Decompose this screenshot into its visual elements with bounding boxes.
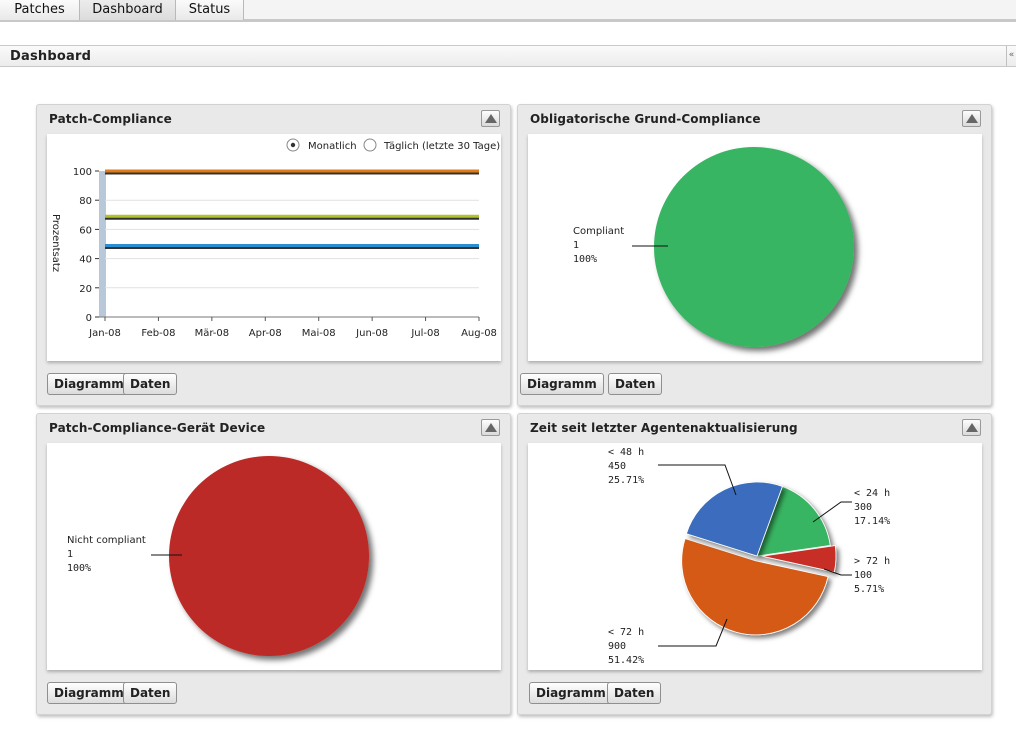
dashboard-header: Dashboard «	[0, 45, 1016, 67]
pie-chart: Compliant 1 100%	[573, 147, 854, 347]
y-tick-label: 40	[79, 255, 92, 266]
pie-chart: < 48 h 450 25.71% < 24 h 300 17.14% > 72…	[608, 447, 890, 666]
pie-slice	[756, 485, 831, 557]
panel-patch-compliance: Patch-Compliance Monatlich Täglich (letz…	[36, 104, 511, 406]
slice-label-percent: 100%	[67, 563, 91, 574]
panel-geraet-compliance: Patch-Compliance-Gerät Device Nicht comp…	[36, 413, 511, 715]
diagram-button[interactable]: Diagramm	[47, 682, 131, 704]
tab-patches[interactable]: Patches	[0, 0, 80, 20]
line-chart: Monatlich Täglich (letzte 30 Tage) Proze…	[50, 138, 500, 339]
diagram-button[interactable]: Diagramm	[529, 682, 613, 704]
radio-monthly[interactable]: Monatlich	[286, 138, 357, 152]
pie-slice	[681, 538, 829, 636]
slice-label-count: 300	[854, 502, 872, 513]
pie-slice	[761, 545, 837, 573]
collapse-panel-icon[interactable]	[962, 110, 981, 127]
radio-monthly-label: Monatlich	[308, 141, 357, 152]
tab-status[interactable]: Status	[176, 0, 244, 20]
leader-line	[823, 568, 852, 576]
panel-title: Patch-Compliance-Gerät Device	[49, 421, 266, 435]
x-tick-label: Jan-08	[88, 328, 121, 339]
leader-line	[658, 618, 728, 647]
pie-slice-compliant	[654, 147, 854, 347]
x-tick-label: Feb-08	[141, 328, 175, 339]
slice-label-name: < 72 h	[608, 627, 644, 638]
slice-label-name: Nicht compliant	[67, 535, 146, 546]
slice-label-name: Compliant	[573, 226, 624, 237]
x-tick-label: Mär-08	[195, 328, 230, 339]
x-tick-label: Mai-08	[302, 328, 336, 339]
leader-line	[658, 464, 737, 496]
chart-area: Compliant 1 100%	[528, 134, 982, 361]
page-title: Dashboard	[10, 49, 92, 64]
slice-label-percent: 17.14%	[854, 516, 890, 527]
slice-label-count: 450	[608, 461, 626, 472]
top-tab-bar: Patches Dashboard Status	[0, 0, 1016, 22]
pie-slice-nicht-compliant	[169, 456, 369, 656]
panel-grund-compliance: Obligatorische Grund-Compliance Complian…	[517, 104, 992, 406]
data-button[interactable]: Daten	[607, 682, 662, 704]
slice-label-percent: 5.71%	[854, 584, 884, 595]
y-tick-label: 80	[79, 196, 92, 207]
slice-label-percent: 25.71%	[608, 475, 644, 486]
slice-label-percent: 51.42%	[608, 655, 644, 666]
diagram-button[interactable]: Diagramm	[47, 373, 131, 395]
radio-daily[interactable]: Täglich (letzte 30 Tage)	[363, 138, 500, 152]
collapse-all-icon[interactable]: «	[1006, 46, 1016, 66]
radio-daily-circle[interactable]	[363, 138, 377, 152]
slice-label-name: < 48 h	[608, 447, 644, 458]
slice-label-count: 1	[67, 549, 73, 560]
collapse-panel-icon[interactable]	[481, 419, 500, 436]
x-tick-label: Jun-08	[355, 328, 388, 339]
collapse-panel-icon[interactable]	[481, 110, 500, 127]
slice-label-count: 100	[854, 570, 872, 581]
data-button[interactable]: Daten	[123, 682, 178, 704]
y-tick-label: 20	[79, 284, 92, 295]
tab-dashboard[interactable]: Dashboard	[80, 0, 176, 20]
x-tick-label: Jul-08	[410, 328, 439, 339]
data-button[interactable]: Daten	[123, 373, 178, 395]
panel-agent-update: Zeit seit letzter Agentenaktualisierung …	[517, 413, 992, 715]
chart-area: Monatlich Täglich (letzte 30 Tage) Proze…	[47, 134, 501, 361]
pie-chart: Nicht compliant 1 100%	[67, 456, 369, 656]
slice-label-count: 1	[573, 240, 579, 251]
y-tick-label: 100	[73, 167, 92, 178]
y-axis-band	[99, 171, 106, 317]
collapse-panel-icon[interactable]	[962, 419, 981, 436]
panel-title: Zeit seit letzter Agentenaktualisierung	[530, 421, 798, 435]
data-button[interactable]: Daten	[608, 373, 663, 395]
chart-area: Nicht compliant 1 100%	[47, 443, 501, 670]
slice-label-name: > 72 h	[854, 556, 890, 567]
slice-label-count: 900	[608, 641, 626, 652]
diagram-button[interactable]: Diagramm	[520, 373, 604, 395]
pie-slice	[685, 481, 783, 557]
slice-label-name: < 24 h	[854, 488, 890, 499]
y-axis-label: Prozentsatz	[50, 214, 61, 272]
y-tick-label: 60	[79, 225, 92, 236]
panel-title: Patch-Compliance	[49, 112, 172, 126]
y-tick-label: 0	[86, 313, 92, 324]
x-tick-label: Aug-08	[461, 328, 497, 339]
sub-bar	[0, 27, 1016, 45]
radio-daily-label: Täglich (letzte 30 Tage)	[383, 141, 500, 152]
chart-area: < 48 h 450 25.71% < 24 h 300 17.14% > 72…	[528, 443, 982, 670]
radio-monthly-dot	[290, 142, 296, 148]
slice-label-percent: 100%	[573, 254, 597, 265]
dashboard-canvas: Patch-Compliance Monatlich Täglich (letz…	[0, 67, 1016, 737]
leader-line	[812, 501, 852, 523]
x-tick-label: Apr-08	[249, 328, 282, 339]
panel-title: Obligatorische Grund-Compliance	[530, 112, 761, 126]
